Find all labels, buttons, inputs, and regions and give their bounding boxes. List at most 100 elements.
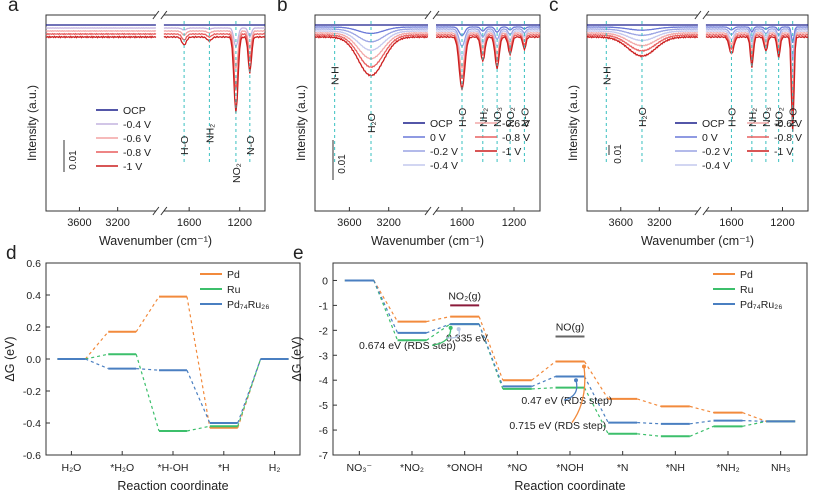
y-tick-label-e: -7	[319, 450, 328, 462]
legend-label-c: -1 V	[774, 146, 793, 158]
legend-label-a: -0.6 V	[123, 133, 151, 145]
x-tick-label-c: 3200	[647, 217, 671, 229]
x-axis-label-d: Reaction coordinate	[117, 479, 228, 493]
axis-break-mark	[160, 10, 168, 20]
x-tick-label-b: 1600	[450, 217, 474, 229]
y-axis-label-b: Intensity (a.u.)	[294, 85, 308, 161]
x-tick-label-e: *NH₂	[716, 462, 739, 474]
panel-label-b: b	[277, 0, 288, 16]
legend-label-a: -0.4 V	[123, 119, 151, 131]
legend-label-a: -0.8 V	[123, 147, 151, 159]
energy-connector-e	[478, 323, 504, 387]
annotation-arrow-e	[431, 327, 452, 346]
y-tick-label-e: 0	[322, 275, 328, 287]
x-tick-label-e: *NH	[666, 462, 685, 474]
scale-bar-label-c: 0.01	[613, 144, 624, 164]
axis-break-bottom-c	[697, 209, 706, 213]
annotation-arrow-e	[563, 380, 578, 401]
energy-connector-e	[583, 376, 609, 423]
x-tick-label-c: 1600	[719, 217, 743, 229]
axis-break-top-c	[697, 13, 706, 17]
spectrum-line-b	[314, 33, 541, 80]
x-tick-label-e: *NO₂	[400, 462, 424, 474]
band-label-c: NO₃	[761, 107, 773, 127]
energy-connector-e	[531, 361, 556, 381]
x-tick-label-e: *N	[617, 462, 629, 474]
x-axis-label-c: Wavenumber (cm⁻¹)	[641, 234, 754, 248]
band-label-b: N-O	[519, 108, 531, 127]
band-label-a: NO₂	[231, 163, 243, 183]
axis-break-bottom-b	[428, 209, 436, 213]
x-tick-label-c: 3600	[609, 217, 633, 229]
panel-label-c: c	[549, 0, 559, 16]
y-tick-label-d: 0.4	[26, 290, 41, 302]
legend-label-c: -0.8 V	[774, 132, 802, 144]
panel-label-a: a	[8, 0, 19, 16]
reference-label-e: NO(g)	[556, 322, 585, 334]
x-tick-label-d: H₂	[269, 462, 281, 474]
annotation-arrowhead-e	[456, 327, 461, 332]
energy-connector-e	[426, 323, 451, 334]
energy-connector-e	[478, 316, 504, 381]
spectrum-line-c	[586, 26, 809, 44]
legend-label-b: 0 V	[430, 132, 446, 144]
band-label-a: N-O	[245, 136, 257, 155]
legend-label-b: -1 V	[502, 146, 521, 158]
legend-label-c: -0.6 V	[774, 118, 802, 130]
y-tick-label-e: -2	[319, 325, 328, 337]
x-tick-label-c: 1200	[770, 217, 794, 229]
energy-connector-e	[636, 398, 662, 407]
legend-label-b: -0.6 V	[502, 118, 530, 130]
axis-break-mark	[152, 10, 160, 20]
band-label-a: H-O	[179, 136, 191, 155]
y-tick-label-d: -0.2	[23, 386, 41, 398]
y-tick-label-d: 0.0	[26, 354, 41, 366]
axis-break-mark	[160, 206, 168, 216]
axis-break-mark	[424, 10, 432, 20]
energy-connector-e	[583, 387, 609, 435]
legend-label-d: Ru	[227, 284, 241, 296]
spectrum-line-b	[314, 29, 541, 59]
band-label-b: NO₃	[492, 107, 504, 127]
x-tick-label-a: 1600	[177, 217, 201, 229]
axis-break-mark	[694, 10, 702, 20]
energy-connector-d	[136, 368, 160, 371]
panel-a: a 3600 3200 1600 1200 Wavenumber (cm⁻¹) Intens…	[8, 0, 266, 248]
legend-label-b: -0.2 V	[430, 146, 458, 158]
annotation-e: 0.674 eV (RDS step)	[359, 340, 456, 352]
annotation-arrowhead-e	[582, 364, 586, 369]
band-label-c: N-H	[601, 66, 613, 85]
panel-d: d 0.6 0.4 0.2 0.0 -0.2 -0.4 -0.6 H₂O *H₂O *H-OH *H H…	[3, 243, 301, 493]
x-tick-label-d: H₂O	[61, 462, 81, 474]
energy-connector-e	[531, 375, 556, 387]
y-tick-label-e: -6	[319, 425, 328, 437]
spectrum-line-a	[45, 32, 266, 91]
energy-connector-d	[85, 358, 109, 370]
scale-bar-label-a: 0.01	[68, 150, 79, 170]
panel-label-d: d	[6, 243, 17, 264]
band-label-c: H-O	[726, 108, 738, 127]
energy-connector-e	[426, 323, 451, 341]
y-tick-label-e: -1	[319, 300, 328, 312]
spectrum-line-a	[45, 29, 266, 69]
y-tick-label-e: -3	[319, 350, 328, 362]
band-label-b: NO₂	[505, 107, 517, 127]
y-axis-label-e: ΔG (eV)	[290, 336, 304, 381]
legend-label-e: Pd₇₄Ru₂₆	[740, 299, 782, 311]
x-tick-label-e: NO₃⁻	[347, 462, 373, 474]
y-tick-label-d: -0.4	[23, 418, 41, 430]
panel-b: b 3600 3200 1600 1200 Wavenumber (cm⁻¹) Intens…	[277, 0, 541, 248]
band-label-c: NH₂	[747, 108, 759, 127]
band-label-c: H₂O	[637, 107, 649, 127]
legend-label-c: -0.2 V	[702, 146, 730, 158]
annotation-arrow-e	[571, 366, 586, 423]
x-axis-label-b: Wavenumber (cm⁻¹)	[371, 234, 484, 248]
energy-connector-d	[135, 296, 160, 333]
energy-connector-e	[373, 280, 399, 334]
x-axis-label-e: Reaction coordinate	[514, 479, 625, 493]
band-label-c: N-O	[788, 108, 800, 127]
energy-connector-e	[373, 280, 399, 341]
legend-label-a: -1 V	[123, 161, 142, 173]
annotation-e: 0.335 eV	[446, 333, 488, 345]
energy-connector-e	[637, 421, 661, 425]
